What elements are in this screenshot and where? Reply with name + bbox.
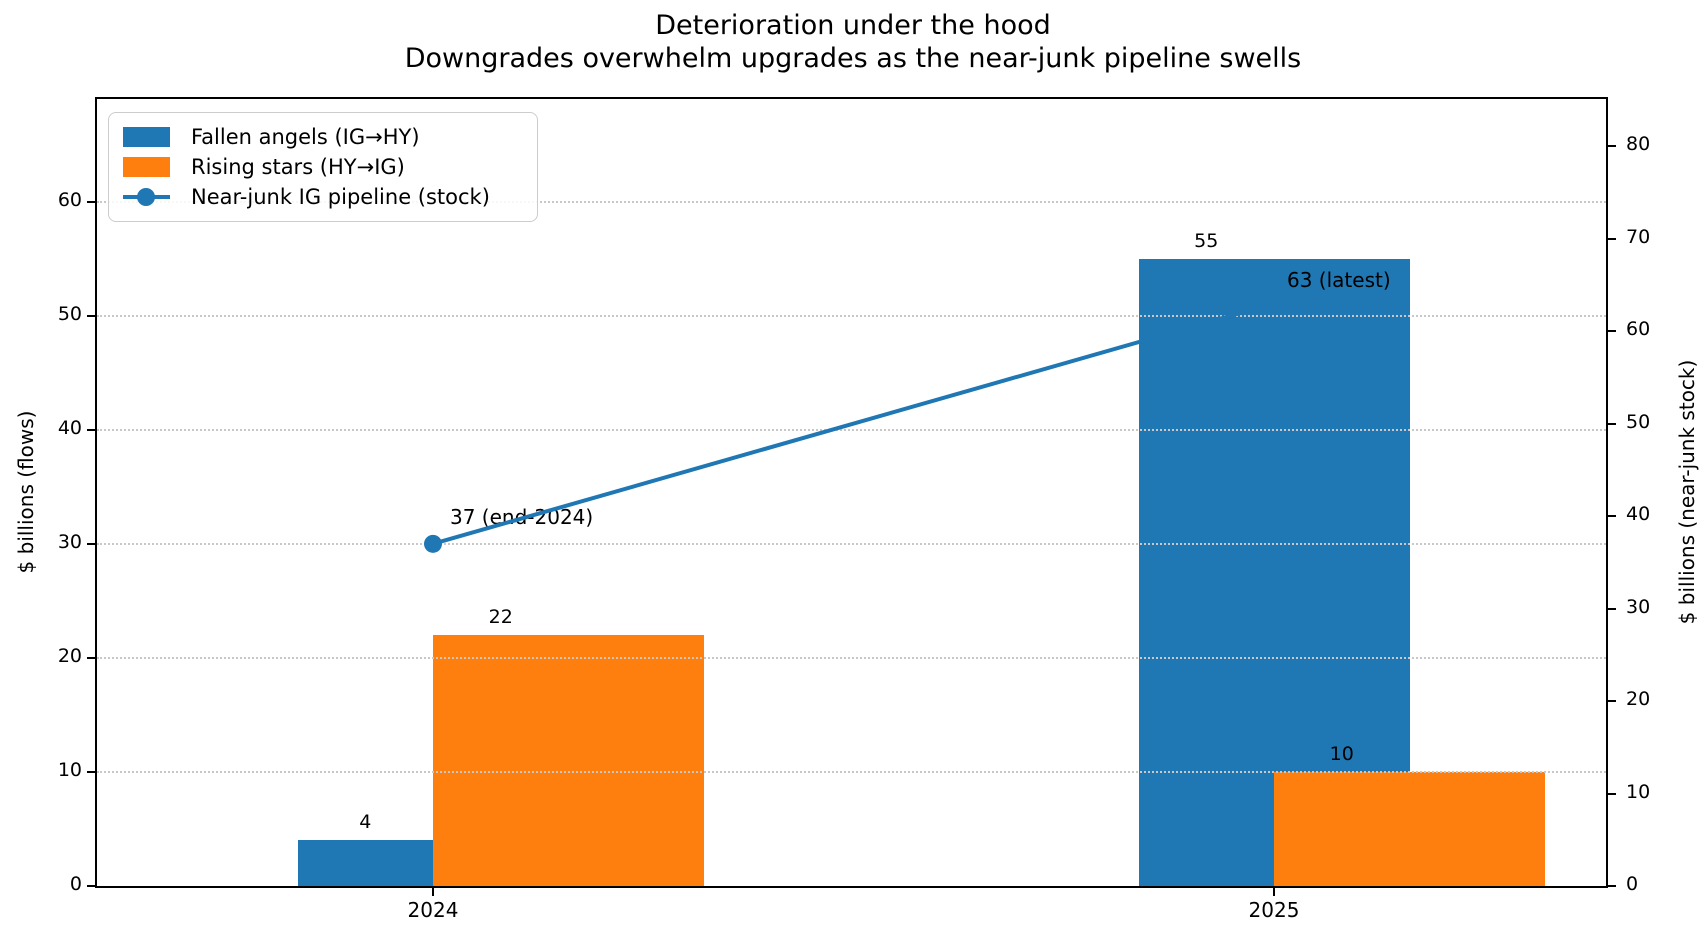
- left-tick-mark: [87, 770, 95, 773]
- chart-title: Deterioration under the hood: [655, 10, 1051, 41]
- plot-area: [95, 97, 1608, 888]
- left-tick-label: 50: [57, 302, 82, 325]
- right-axis-label: $ billions (near-junk stock): [1675, 359, 1699, 625]
- right-tick-mark: [1608, 330, 1616, 333]
- bar-value-label: 55: [1194, 229, 1219, 252]
- right-tick-mark: [1608, 607, 1616, 610]
- chart-subtitle: Downgrades overwhelm upgrades as the nea…: [404, 43, 1302, 74]
- legend-item-near-junk-pipeline: Near-junk IG pipeline (stock): [123, 185, 523, 209]
- left-tick-label: 10: [57, 758, 82, 781]
- bar-value-label: 4: [359, 811, 372, 834]
- line-marker-2024: [424, 534, 442, 553]
- x-tick-label-2024: 2024: [407, 898, 459, 922]
- legend-marker-icon: [137, 188, 155, 206]
- right-tick-label: 20: [1626, 688, 1651, 711]
- line-annotation-2025: 63 (latest): [1287, 268, 1391, 293]
- line-marker-2025: [1265, 294, 1283, 313]
- right-tick-mark: [1608, 515, 1616, 518]
- legend-item-fallen-angels: Fallen angels (IG→HY): [123, 125, 523, 149]
- right-tick-label: 80: [1626, 133, 1651, 156]
- right-tick-mark: [1608, 145, 1616, 148]
- legend-label-rising-stars: Rising stars (HY→IG): [191, 155, 405, 179]
- legend-swatch-line-marker: [123, 187, 170, 207]
- gridline-y40: [97, 428, 1606, 431]
- right-tick-mark: [1608, 237, 1616, 240]
- right-tick-label: 70: [1626, 225, 1651, 248]
- left-tick-mark: [87, 200, 95, 203]
- x-tick-mark: [1273, 888, 1275, 896]
- gridline-y10: [97, 770, 1606, 773]
- right-tick-mark: [1608, 792, 1616, 795]
- legend: Fallen angels (IG→HY) Rising stars (HY→I…: [108, 112, 538, 222]
- right-tick-label: 60: [1626, 318, 1651, 341]
- left-tick-label: 40: [57, 416, 82, 439]
- legend-label-near-junk-pipeline: Near-junk IG pipeline (stock): [191, 185, 490, 209]
- gridline-y20: [97, 656, 1606, 659]
- right-tick-mark: [1608, 422, 1616, 425]
- gridline-y30: [97, 542, 1606, 545]
- legend-swatch-rising-stars: [123, 157, 170, 177]
- right-tick-mark: [1608, 885, 1616, 887]
- near-junk-pipeline-line: [424, 294, 1283, 553]
- bar-2024-rising-stars: [433, 635, 704, 886]
- left-tick-label: 20: [57, 644, 82, 667]
- bar-2025-rising-stars: [1274, 771, 1545, 886]
- bar-value-label: 22: [488, 606, 513, 629]
- right-tick-label: 40: [1626, 503, 1651, 526]
- left-tick-label: 0: [69, 873, 82, 895]
- left-tick-label: 60: [57, 188, 82, 211]
- legend-item-rising-stars: Rising stars (HY→IG): [123, 155, 523, 179]
- legend-swatch-fallen-angels: [123, 127, 170, 147]
- right-tick-label: 10: [1626, 780, 1651, 803]
- gridline-y50: [97, 314, 1606, 317]
- x-tick-mark: [432, 888, 434, 896]
- x-tick-label-2025: 2025: [1248, 898, 1300, 922]
- gridline-y60: [97, 200, 1606, 203]
- right-tick-label: 30: [1626, 595, 1651, 618]
- left-tick-mark: [87, 885, 95, 887]
- left-tick-mark: [87, 656, 95, 659]
- left-tick-mark: [87, 314, 95, 317]
- legend-label-fallen-angels: Fallen angels (IG→HY): [191, 125, 420, 149]
- right-tick-mark: [1608, 700, 1616, 703]
- right-tick-label: 50: [1626, 410, 1651, 433]
- left-tick-label: 30: [57, 530, 82, 553]
- bar-value-label: 10: [1329, 742, 1354, 765]
- left-tick-mark: [87, 428, 95, 431]
- left-tick-mark: [87, 542, 95, 545]
- right-tick-label: 0: [1626, 873, 1639, 895]
